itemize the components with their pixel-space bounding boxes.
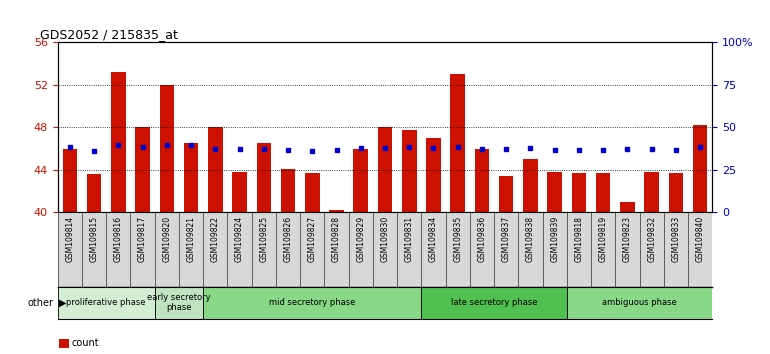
Text: GDS2052 / 215835_at: GDS2052 / 215835_at <box>41 28 179 41</box>
Bar <box>567 287 712 319</box>
Bar <box>330 210 343 212</box>
Bar <box>547 172 562 212</box>
Bar <box>62 149 77 212</box>
Bar <box>233 172 247 212</box>
Bar <box>58 287 155 319</box>
Text: GSM109827: GSM109827 <box>308 216 316 262</box>
Text: GSM109825: GSM109825 <box>259 216 268 262</box>
Text: GSM109840: GSM109840 <box>695 216 705 262</box>
Text: GSM109815: GSM109815 <box>89 216 99 262</box>
Bar <box>87 174 102 212</box>
Bar <box>523 159 537 212</box>
Bar <box>111 72 126 212</box>
Text: GSM109835: GSM109835 <box>454 216 462 262</box>
Bar <box>136 127 150 212</box>
Text: early secretory
phase: early secretory phase <box>147 293 211 312</box>
Text: GSM109818: GSM109818 <box>574 216 584 262</box>
Text: GSM109820: GSM109820 <box>162 216 172 262</box>
Text: GSM109834: GSM109834 <box>429 216 438 262</box>
Text: GSM109838: GSM109838 <box>526 216 535 262</box>
Text: GSM109824: GSM109824 <box>235 216 244 262</box>
Bar <box>499 176 514 212</box>
Bar <box>620 202 634 212</box>
Text: GSM109829: GSM109829 <box>357 216 365 262</box>
Bar <box>203 287 421 319</box>
Text: GSM109839: GSM109839 <box>551 216 559 262</box>
Bar <box>402 130 417 212</box>
Text: GSM109831: GSM109831 <box>405 216 413 262</box>
Bar <box>596 173 611 212</box>
Bar <box>184 143 199 212</box>
Bar <box>208 127 223 212</box>
Bar <box>693 125 708 212</box>
Text: ambiguous phase: ambiguous phase <box>602 298 677 307</box>
Text: GSM109821: GSM109821 <box>186 216 196 262</box>
Text: GSM109826: GSM109826 <box>283 216 293 262</box>
Bar <box>421 287 567 319</box>
Text: GSM109819: GSM109819 <box>598 216 608 262</box>
Text: GSM109816: GSM109816 <box>114 216 123 262</box>
Text: proliferative phase: proliferative phase <box>66 298 146 307</box>
Text: GSM109823: GSM109823 <box>623 216 632 262</box>
Text: count: count <box>72 338 99 348</box>
Bar <box>668 173 683 212</box>
Text: late secretory phase: late secretory phase <box>450 298 537 307</box>
Text: ▶: ▶ <box>59 298 67 308</box>
Text: mid secretory phase: mid secretory phase <box>269 298 356 307</box>
Text: GSM109837: GSM109837 <box>502 216 511 262</box>
Bar <box>159 85 174 212</box>
Text: GSM109836: GSM109836 <box>477 216 487 262</box>
Text: other: other <box>28 298 54 308</box>
Bar <box>450 74 465 212</box>
Text: GSM109832: GSM109832 <box>647 216 656 262</box>
Text: GSM109830: GSM109830 <box>380 216 390 262</box>
Bar <box>256 143 271 212</box>
Bar <box>155 287 203 319</box>
Bar <box>571 173 586 212</box>
Bar <box>353 149 368 212</box>
Text: GSM109833: GSM109833 <box>671 216 681 262</box>
Bar <box>281 169 296 212</box>
Bar <box>305 173 320 212</box>
Text: GSM109828: GSM109828 <box>332 216 341 262</box>
Bar <box>644 172 659 212</box>
Bar <box>427 138 440 212</box>
Text: GSM109822: GSM109822 <box>211 216 219 262</box>
Bar <box>378 127 392 212</box>
Text: GSM109814: GSM109814 <box>65 216 75 262</box>
Text: GSM109817: GSM109817 <box>138 216 147 262</box>
Bar <box>474 149 489 212</box>
